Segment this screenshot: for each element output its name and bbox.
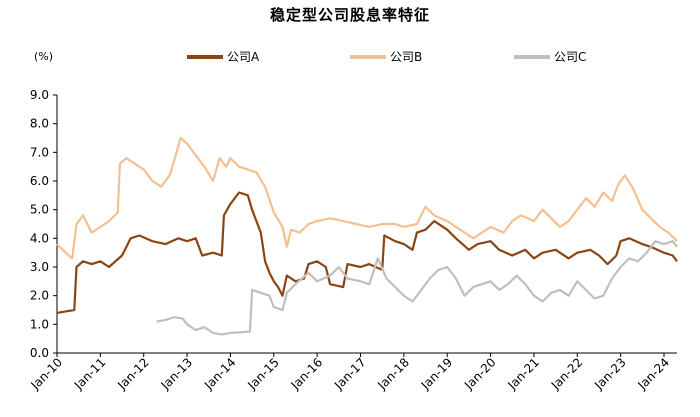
- x-tick-label: Jan-20: [461, 355, 499, 393]
- legend-label-b: 公司B: [390, 50, 423, 64]
- legend-swatch-a: [187, 54, 223, 59]
- legend-swatch-c: [514, 54, 550, 59]
- series-line-c: [156, 240, 678, 336]
- legend-item-b: 公司B: [350, 48, 422, 65]
- y-tick-label: 4.0: [30, 231, 49, 245]
- legend-label-c: 公司C: [554, 50, 587, 64]
- x-tick-label: Jan-19: [418, 355, 456, 393]
- x-tick-label: Jan-10: [28, 355, 66, 393]
- legend-item-a: 公司A: [187, 48, 259, 65]
- x-tick-label: Jan-12: [114, 355, 152, 393]
- legend-swatch-b: [350, 54, 386, 59]
- y-tick-label: 9.0: [30, 88, 49, 102]
- x-tick-label: Jan-14: [201, 355, 239, 393]
- x-tick-label: Jan-21: [504, 355, 542, 393]
- x-tick-label: Jan-23: [591, 355, 629, 393]
- y-tick-label: 6.0: [30, 174, 49, 188]
- y-tick-label: 8.0: [30, 117, 49, 131]
- legend-label-a: 公司A: [227, 50, 260, 64]
- legend-item-c: 公司C: [514, 48, 586, 65]
- y-tick-label: 2.0: [30, 289, 49, 303]
- x-tick-label: Jan-15: [244, 355, 282, 393]
- x-tick-label: Jan-22: [548, 355, 586, 393]
- y-tick-label: 7.0: [30, 145, 49, 159]
- series-line-b: [56, 136, 678, 260]
- y-unit-label: (%): [34, 50, 54, 63]
- x-tick-label: Jan-18: [374, 355, 412, 393]
- x-tick-label: Jan-24: [635, 355, 673, 393]
- x-tick-label: Jan-13: [158, 355, 196, 393]
- series-line-a: [56, 191, 678, 314]
- legend: 公司A 公司B 公司C: [0, 48, 700, 66]
- y-tick-label: 1.0: [30, 317, 49, 331]
- x-tick-label: Jan-17: [331, 355, 369, 393]
- series-layer: [56, 136, 678, 336]
- y-tick-label: 3.0: [30, 260, 49, 274]
- chart-title: 稳定型公司股息率特征: [269, 6, 430, 24]
- x-tick-label: Jan-16: [288, 355, 326, 393]
- y-tick-label: 0.0: [30, 346, 49, 360]
- y-tick-label: 5.0: [30, 203, 49, 217]
- x-tick-label: Jan-11: [71, 355, 109, 393]
